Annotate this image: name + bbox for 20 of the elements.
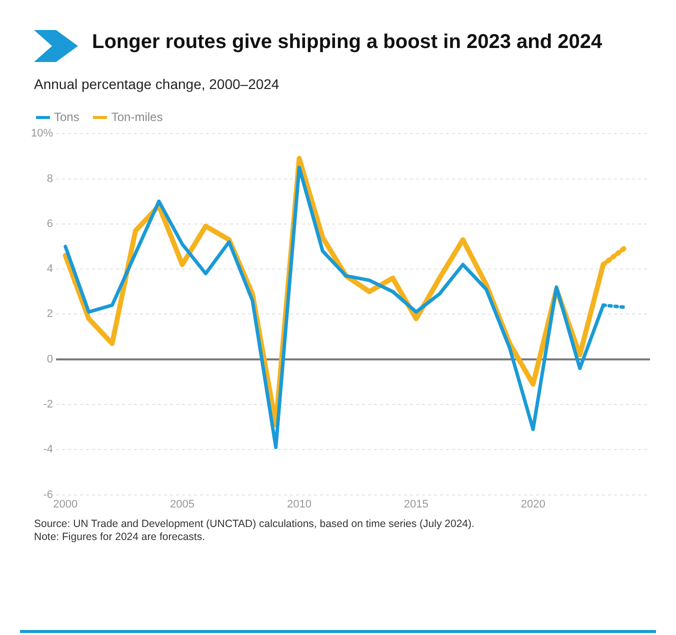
x-tick-label: 2005 <box>170 498 195 510</box>
y-tick-label: 10% <box>30 128 54 140</box>
legend-label: Tons <box>54 110 80 124</box>
y-tick-label: 8 <box>46 172 54 185</box>
chart-subtitle: Annual percentage change, 2000–2024 <box>33 75 280 92</box>
y-tick-label: 2 <box>46 308 54 320</box>
x-tick-label: 2020 <box>520 498 546 510</box>
chart-title: Longer routes give shipping a boost in 2023 and 2024 <box>92 30 602 55</box>
y-tick-label: 4 <box>46 263 54 276</box>
legend-label: Ton-miles <box>111 110 163 124</box>
x-tick-label: 2010 <box>286 498 312 510</box>
y-tick-label: 0 <box>46 353 54 366</box>
source-note: Source: UN Trade and Development (UNCTAD) calculations, based on time series (July 2024). <box>34 518 476 531</box>
y-tick-label: -4 <box>43 444 54 456</box>
y-tick-label: -2 <box>43 398 54 411</box>
y-tick-label: -6 <box>43 488 54 501</box>
x-tick-label: 2015 <box>404 498 428 510</box>
text: Note: Figures for 2024 are forecasts. <box>34 531 206 544</box>
y-tick-label: 6 <box>46 218 54 230</box>
x-tick-label: 2000 <box>53 498 78 510</box>
